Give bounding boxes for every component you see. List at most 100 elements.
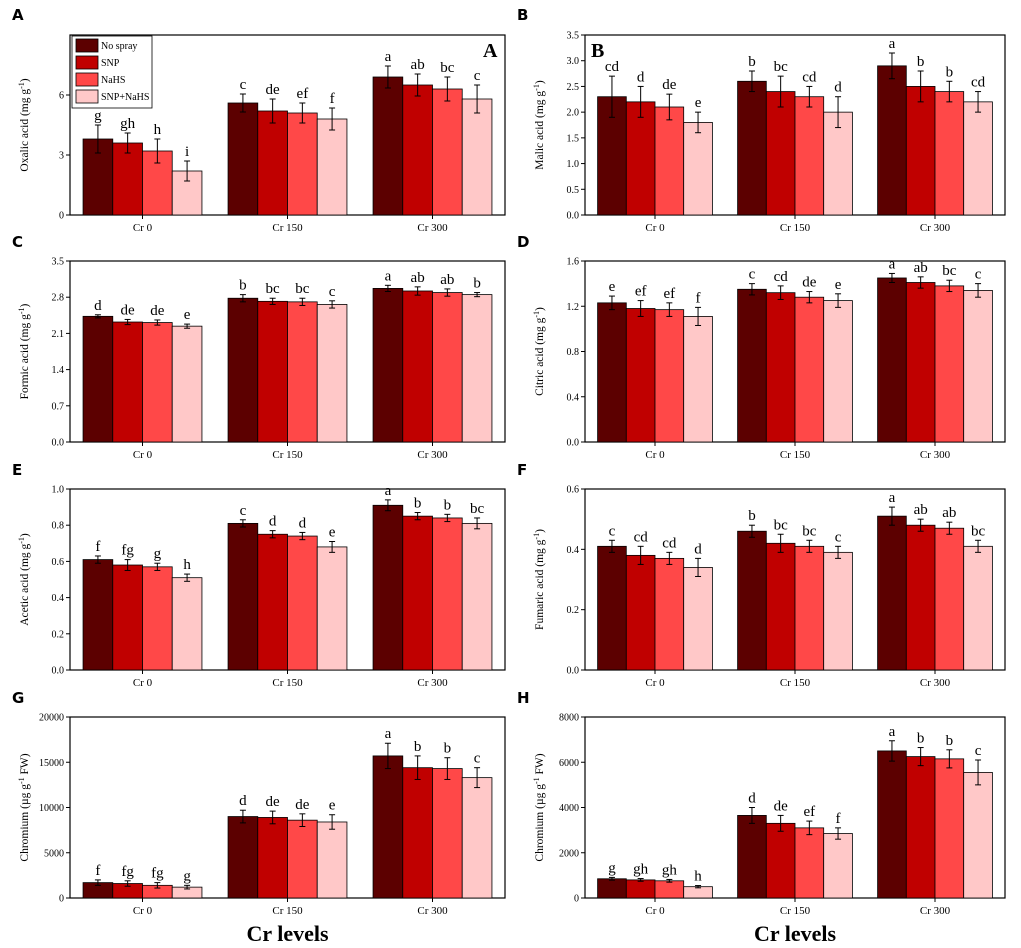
y-axis-label: Chromium (µg g-1 FW) <box>17 753 31 861</box>
bar <box>461 777 493 899</box>
y-axis-label: Acetic acid (mg g-1) <box>17 533 31 626</box>
panel-c: C 0.0 0.7 1.4 2.1 2.8 3.5 Formic acid (mg g-1) C… <box>12 233 506 461</box>
significance-letter: bc <box>971 523 986 539</box>
bar <box>737 815 767 899</box>
significance-letter: g <box>94 108 102 124</box>
bar <box>765 822 796 899</box>
significance-letter: gh <box>662 862 678 878</box>
panel-letter: C <box>12 233 23 251</box>
bar <box>905 86 936 216</box>
y-tick-label: 0.0 <box>52 438 65 449</box>
significance-letter: de <box>662 77 677 93</box>
x-tick-label: Cr 0 <box>133 449 153 461</box>
y-axis-label: Formic acid (mg g-1) <box>17 303 31 399</box>
bar <box>432 768 463 899</box>
y-tick-label: 0 <box>574 894 579 905</box>
y-tick-label: 2.5 <box>567 82 580 93</box>
bar <box>257 300 288 443</box>
significance-letter: ef <box>635 284 647 300</box>
panel-letter: E <box>12 461 22 479</box>
significance-letter: b <box>748 508 756 524</box>
significance-letter: d <box>834 80 842 96</box>
significance-letter: fg <box>151 866 164 882</box>
y-tick-label: 20000 <box>39 713 64 724</box>
significance-letter: a <box>889 256 896 272</box>
y-tick-label: 0.4 <box>52 593 65 604</box>
bar <box>683 567 713 671</box>
bar <box>794 296 825 443</box>
bar <box>963 101 993 216</box>
bar <box>737 80 767 216</box>
significance-letter: b <box>748 54 756 70</box>
bar <box>112 564 143 671</box>
legend-label: SNP+NaHS <box>101 92 149 103</box>
significance-letter: f <box>330 91 335 107</box>
bar <box>372 755 404 899</box>
significance-letter: d <box>748 791 756 807</box>
bar <box>877 750 907 899</box>
significance-letter: e <box>184 307 191 323</box>
legend-swatch <box>75 38 99 53</box>
y-tick-label: 2.1 <box>52 329 65 340</box>
significance-letter: h <box>694 869 702 885</box>
x-tick-label: Cr 0 <box>645 222 665 234</box>
significance-letter: ef <box>297 86 309 102</box>
y-tick-label: 1.0 <box>567 159 580 170</box>
significance-letter: gh <box>633 862 649 878</box>
y-tick-label: 6 <box>59 91 64 102</box>
significance-letter: a <box>385 726 392 742</box>
significance-letter: de <box>774 798 789 814</box>
significance-letter: c <box>835 529 842 545</box>
significance-letter: ef <box>664 286 676 302</box>
bar <box>372 504 404 671</box>
significance-letter: c <box>474 751 481 767</box>
significance-letter: de <box>266 794 281 810</box>
significance-letter: c <box>975 267 982 283</box>
panel-letter: B <box>517 6 528 24</box>
panel-e: E 0.0 0.2 0.4 0.6 0.8 1.0 Acetic acid (mg g-1) C… <box>12 461 506 689</box>
x-tick-label: Cr 300 <box>920 677 951 689</box>
significance-letter: d <box>94 298 102 314</box>
y-tick-label: 8000 <box>559 713 579 724</box>
y-tick-label: 0.2 <box>567 605 580 616</box>
legend-swatch <box>75 72 99 87</box>
significance-letter: e <box>329 798 336 814</box>
x-tick-label: Cr 150 <box>780 222 811 234</box>
bar <box>934 758 965 899</box>
bar <box>316 546 348 671</box>
bar <box>963 290 993 443</box>
bar <box>794 827 825 899</box>
significance-letter: c <box>975 743 982 759</box>
y-axis-label: Citric acid (mg g-1) <box>532 307 546 396</box>
x-axis-label: Cr levels <box>246 921 329 946</box>
bar <box>625 308 656 443</box>
significance-letter: b <box>414 739 422 755</box>
significance-letter: cd <box>605 59 620 75</box>
significance-letter: g <box>154 546 162 562</box>
significance-letter: bc <box>295 281 310 297</box>
significance-letter: e <box>609 279 616 295</box>
x-tick-label: Cr 300 <box>417 222 448 234</box>
x-tick-label: Cr 150 <box>780 905 811 917</box>
bar <box>625 554 656 671</box>
y-tick-label: 0.0 <box>52 666 65 677</box>
legend-swatch <box>75 55 99 70</box>
bar <box>654 557 685 671</box>
y-tick-label: 2000 <box>559 848 579 859</box>
bar <box>287 301 318 443</box>
bar <box>402 767 433 899</box>
significance-letter: b <box>917 731 925 747</box>
significance-letter: ab <box>942 505 956 521</box>
bar <box>934 91 965 216</box>
significance-letter: cd <box>662 535 677 551</box>
significance-letter: bc <box>774 59 789 75</box>
x-tick-label: Cr 300 <box>417 677 448 689</box>
significance-letter: a <box>385 49 392 65</box>
x-tick-label: Cr 0 <box>645 905 665 917</box>
y-tick-label: 10000 <box>39 803 64 814</box>
bar <box>287 112 318 216</box>
x-tick-label: Cr 300 <box>920 449 951 461</box>
significance-letter: c <box>749 267 756 283</box>
significance-letter: d <box>299 515 307 531</box>
